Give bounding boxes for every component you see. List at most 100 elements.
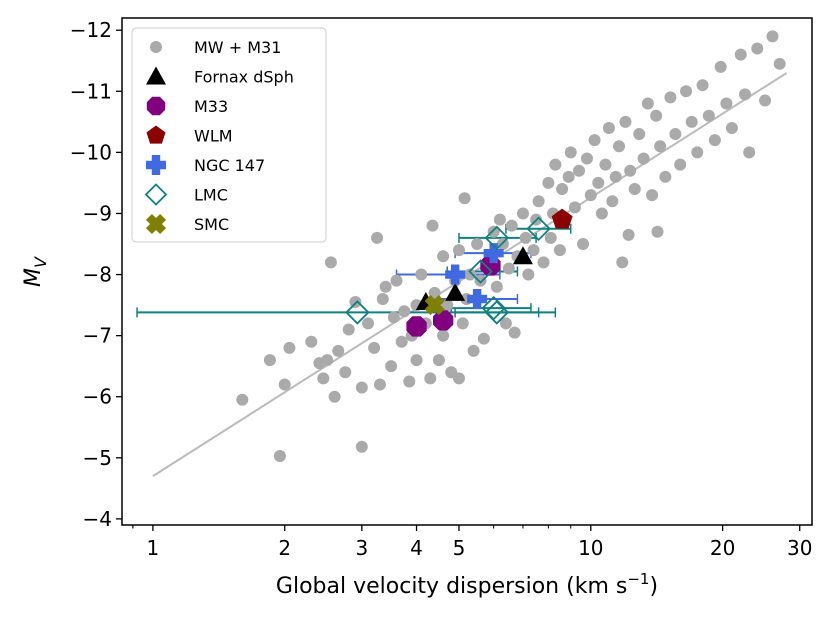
mw-m31-point [680,85,693,98]
mw-m31-point [751,42,764,55]
legend-frame [131,27,327,243]
mw-m31-point [332,344,345,357]
lmc-point [484,300,510,325]
fornax-dsph-point [445,282,466,301]
y-tick-label: −5 [83,446,112,470]
mw-m31-point [708,134,721,147]
legend-label-smc: SMC [194,215,229,234]
mw-m31-point [556,183,569,196]
y-tick-label: −9 [83,201,112,225]
mw-m31-point [355,440,368,453]
mw-m31-point [236,393,249,406]
mw-m31-point [499,317,512,330]
mw-m31-point [519,231,532,244]
mw-m31-point [415,268,428,281]
mw-m31-point [544,231,557,244]
mw-m31-point [622,228,635,241]
x-axis-title-main: Global velocity dispersion (km s [276,574,627,599]
mw-m31-point [321,354,334,367]
y-tick-label: −8 [83,263,112,287]
mw-m31-point [606,195,619,208]
legend-label-fornax-dsph: Fornax dSph [194,68,294,87]
mw-m31-point [437,329,450,342]
mw-m31-point [490,280,503,293]
mw-m31-point [725,121,738,134]
x-tick-label: 3 [355,536,368,560]
mw-m31-point [577,238,590,251]
legend-marker-ngc-147 [146,155,166,175]
mw-m31-point [339,366,352,379]
legend-label-lmc: LMC [194,186,228,205]
mw-m31-point [734,48,747,61]
mw-m31-point [628,183,641,196]
mw-m31-point [263,354,276,367]
lmc-point [468,259,493,284]
mw-m31-point [664,91,677,104]
mw-m31-point [437,250,450,263]
mw-m31-point [766,30,779,43]
mw-m31-point [379,280,392,293]
svg-text:MV: MV [21,256,50,287]
mw-m31-point [646,189,659,202]
mw-m31-point [599,158,612,171]
mw-m31-point [278,378,291,391]
mw-m31-point [685,115,698,128]
x-tick-label: 30 [787,536,812,560]
mw-m31-point [477,332,490,345]
legend-marker-fornax-dsph [146,66,166,85]
mw-m31-point [368,341,381,354]
data-points [236,30,786,462]
x-tick-label: 10 [578,536,603,560]
mw-m31-point [580,152,593,165]
lmc-point [345,300,370,325]
mw-m31-point [390,274,403,287]
mw-m31-point [568,201,581,214]
mw-m31-point [641,97,654,110]
mw-m31-point [650,109,663,122]
m33-point [406,316,427,337]
mw-m31-point [696,79,709,92]
legend: MW + M31 Fornax dSph M33 WLM NGC 147 LMC SMC [131,27,327,243]
x-axis-title-close: ) [649,574,658,599]
axis-ticks: −4 −5 −6 −7 −8 −9 −10 −11 −12 1 2 3 4 5 10 20 30 [70,18,813,560]
y-tick-label: −4 [83,507,112,531]
y-tick-label: −10 [70,140,112,164]
ngc-147-point [483,243,504,264]
mw-m31-point [562,170,575,183]
mw-m31-point [502,262,515,275]
mw-m31-point [773,57,786,70]
mw-m31-point [464,268,477,281]
y-tick-label: −12 [70,18,112,42]
mw-m31-point [516,207,529,220]
mw-m31-point [385,360,398,373]
mw-m31-point [471,238,484,251]
lmc-point [484,225,510,251]
y-axis-title: MV [21,256,50,287]
mw-m31-point [739,88,752,101]
mw-m31-point [424,372,437,385]
x-tick-label: 20 [710,536,735,560]
mw-m31-point [714,60,727,73]
mw-m31-point [441,299,454,312]
mw-m31-point [702,109,715,122]
mw-m31-point [595,207,608,220]
x-axis-title: Global velocity dispersion (km s−1) [276,570,658,599]
wlm-point [551,208,573,229]
lmc-point [526,216,551,242]
mw-m31-point [324,256,337,269]
mw-m31-point [283,341,296,354]
mw-m31-point [522,268,535,281]
mw-m31-point [505,219,518,232]
mw-m31-point [371,231,384,244]
mw-m31-point [487,225,500,238]
mw-m31-point [355,381,368,394]
mw-m31-point [654,140,667,153]
mw-m31-point [428,286,441,299]
mw-m31-point [456,317,469,330]
mw-m31-point [651,225,664,238]
mw-m31-point [619,115,632,128]
legend-label-mw-m31: MW + M31 [194,38,281,57]
mw-m31-point [362,317,375,330]
mw-m31-point [273,449,286,462]
